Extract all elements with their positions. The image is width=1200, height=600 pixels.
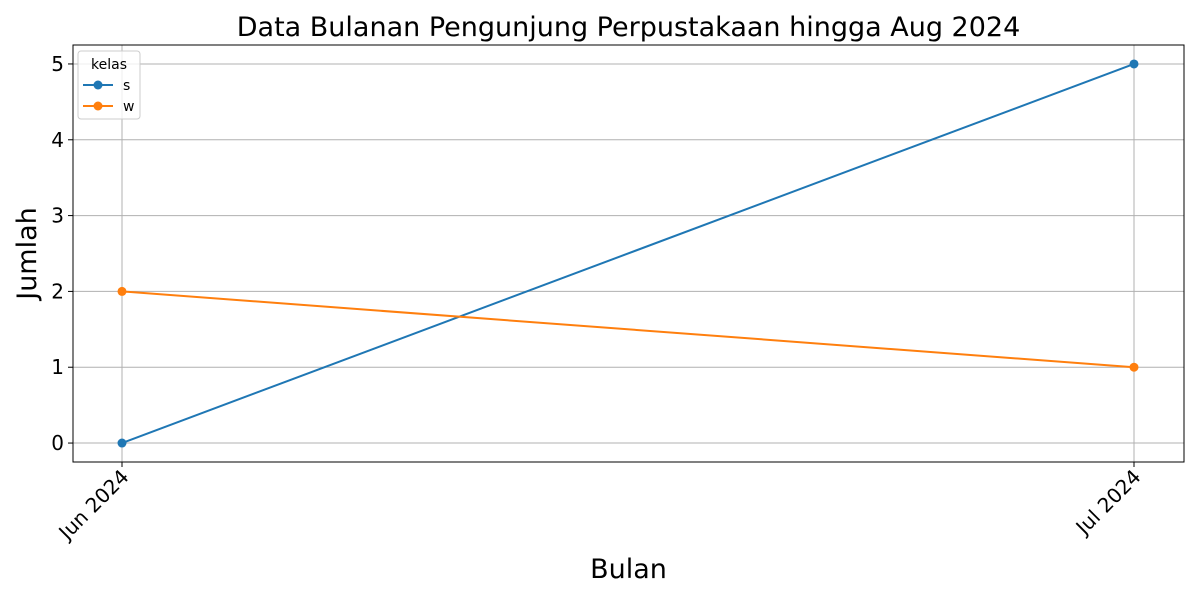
plot-frame — [72, 44, 1185, 463]
series-line-w — [121, 290, 1135, 369]
series-layer — [117, 59, 1139, 448]
legend-marker-w — [93, 101, 103, 111]
legend-label-s: s — [123, 78, 130, 94]
y-tick-label: 2 — [51, 279, 64, 303]
legend-title: kelas — [91, 57, 127, 73]
y-axis-label: Jumlah — [12, 207, 43, 302]
grid — [73, 45, 1184, 462]
chart-title: Data Bulanan Pengunjung Perpustakaan hin… — [237, 12, 1021, 43]
data-point-s — [117, 438, 127, 448]
data-point-w — [117, 286, 127, 296]
data-point-w — [1129, 362, 1139, 372]
legend-marker-s — [93, 80, 103, 90]
y-tick-label: 3 — [51, 204, 64, 228]
series-line-s — [121, 63, 1135, 444]
data-point-s — [1129, 59, 1139, 69]
y-tick-label: 5 — [51, 52, 64, 76]
y-tick-label: 4 — [51, 128, 64, 152]
legend: kelas sw — [77, 50, 141, 120]
legend-label-w: w — [123, 99, 134, 115]
y-tick-label: 0 — [51, 431, 64, 455]
y-tick-label: 1 — [51, 355, 64, 379]
x-axis-label: Bulan — [590, 554, 667, 585]
